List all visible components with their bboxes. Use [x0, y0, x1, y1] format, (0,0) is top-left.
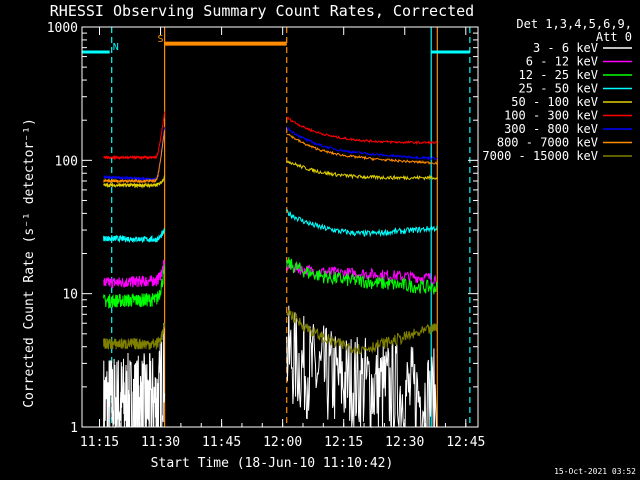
x-axis-label: Start Time (18-Jun-10 11:10:42) — [151, 456, 394, 471]
series-line-7-0 — [103, 130, 166, 184]
series-line-8-0 — [103, 323, 166, 350]
plot-timestamp: 15-Oct-2021 03:52 — [554, 467, 636, 476]
plot-frame — [81, 26, 479, 428]
series-line-5-0 — [103, 111, 166, 161]
y-tick-label-0: 1 — [70, 421, 78, 436]
y-tick-label-1: 10 — [62, 288, 78, 303]
legend-label-3: 25 - 50 keV — [519, 82, 598, 96]
series-line-4-1 — [286, 160, 438, 181]
series-line-3-1 — [286, 208, 438, 238]
legend-attenuator: Att 0 — [596, 30, 632, 44]
series-line-2-1 — [286, 257, 438, 295]
legend-label-7: 800 - 7000 keV — [497, 136, 598, 150]
plot-area: N S 11:15 11:30 11:45 12:00 12:15 12:30 12:45 1 10… — [47, 21, 486, 450]
series-line-0-0 — [103, 323, 166, 429]
x-tick-label-2: 11:45 — [202, 435, 241, 450]
series-line-2-0 — [103, 263, 165, 310]
flag-n: N — [113, 42, 119, 53]
x-tick-label-1: 11:30 — [141, 435, 180, 450]
series-line-7-1 — [286, 133, 438, 165]
y-tick-label-3: 1000 — [47, 21, 78, 36]
legend-detectors: Det 1,3,4,5,6,9, — [516, 17, 632, 31]
flag-s: S — [158, 34, 164, 45]
x-tick-label-3: 12:00 — [263, 435, 302, 450]
series-line-6-1 — [286, 126, 438, 161]
legend-label-0: 3 - 6 keV — [533, 41, 598, 55]
x-tick-label-0: 11:15 — [80, 435, 119, 450]
series-line-3-0 — [103, 228, 166, 244]
series-line-8-1 — [286, 309, 438, 355]
series-line-1-0 — [103, 259, 166, 289]
legend-label-2: 12 - 25 keV — [519, 68, 598, 82]
legend-label-6: 300 - 800 keV — [504, 122, 598, 136]
legend-label-4: 50 - 100 keV — [511, 95, 598, 109]
x-tick-label-5: 12:30 — [385, 435, 424, 450]
y-axis-label: Corrected Count Rate (s⁻¹ detector⁻¹) — [22, 118, 37, 408]
series-line-4-0 — [103, 175, 166, 189]
series-line-5-1 — [286, 116, 438, 146]
y-tick-label-2: 100 — [55, 154, 78, 169]
legend-label-1: 6 - 12 keV — [526, 55, 598, 69]
series-line-1-1 — [286, 261, 438, 285]
x-tick-label-4: 12:15 — [324, 435, 363, 450]
series-line-0-1 — [286, 305, 438, 429]
chart-title: RHESSI Observing Summary Count Rates, Co… — [50, 2, 474, 20]
x-tick-label-6: 12:45 — [446, 435, 485, 450]
legend-label-8: 7000 - 15000 keV — [482, 149, 598, 163]
legend-label-5: 100 - 300 keV — [504, 109, 598, 123]
